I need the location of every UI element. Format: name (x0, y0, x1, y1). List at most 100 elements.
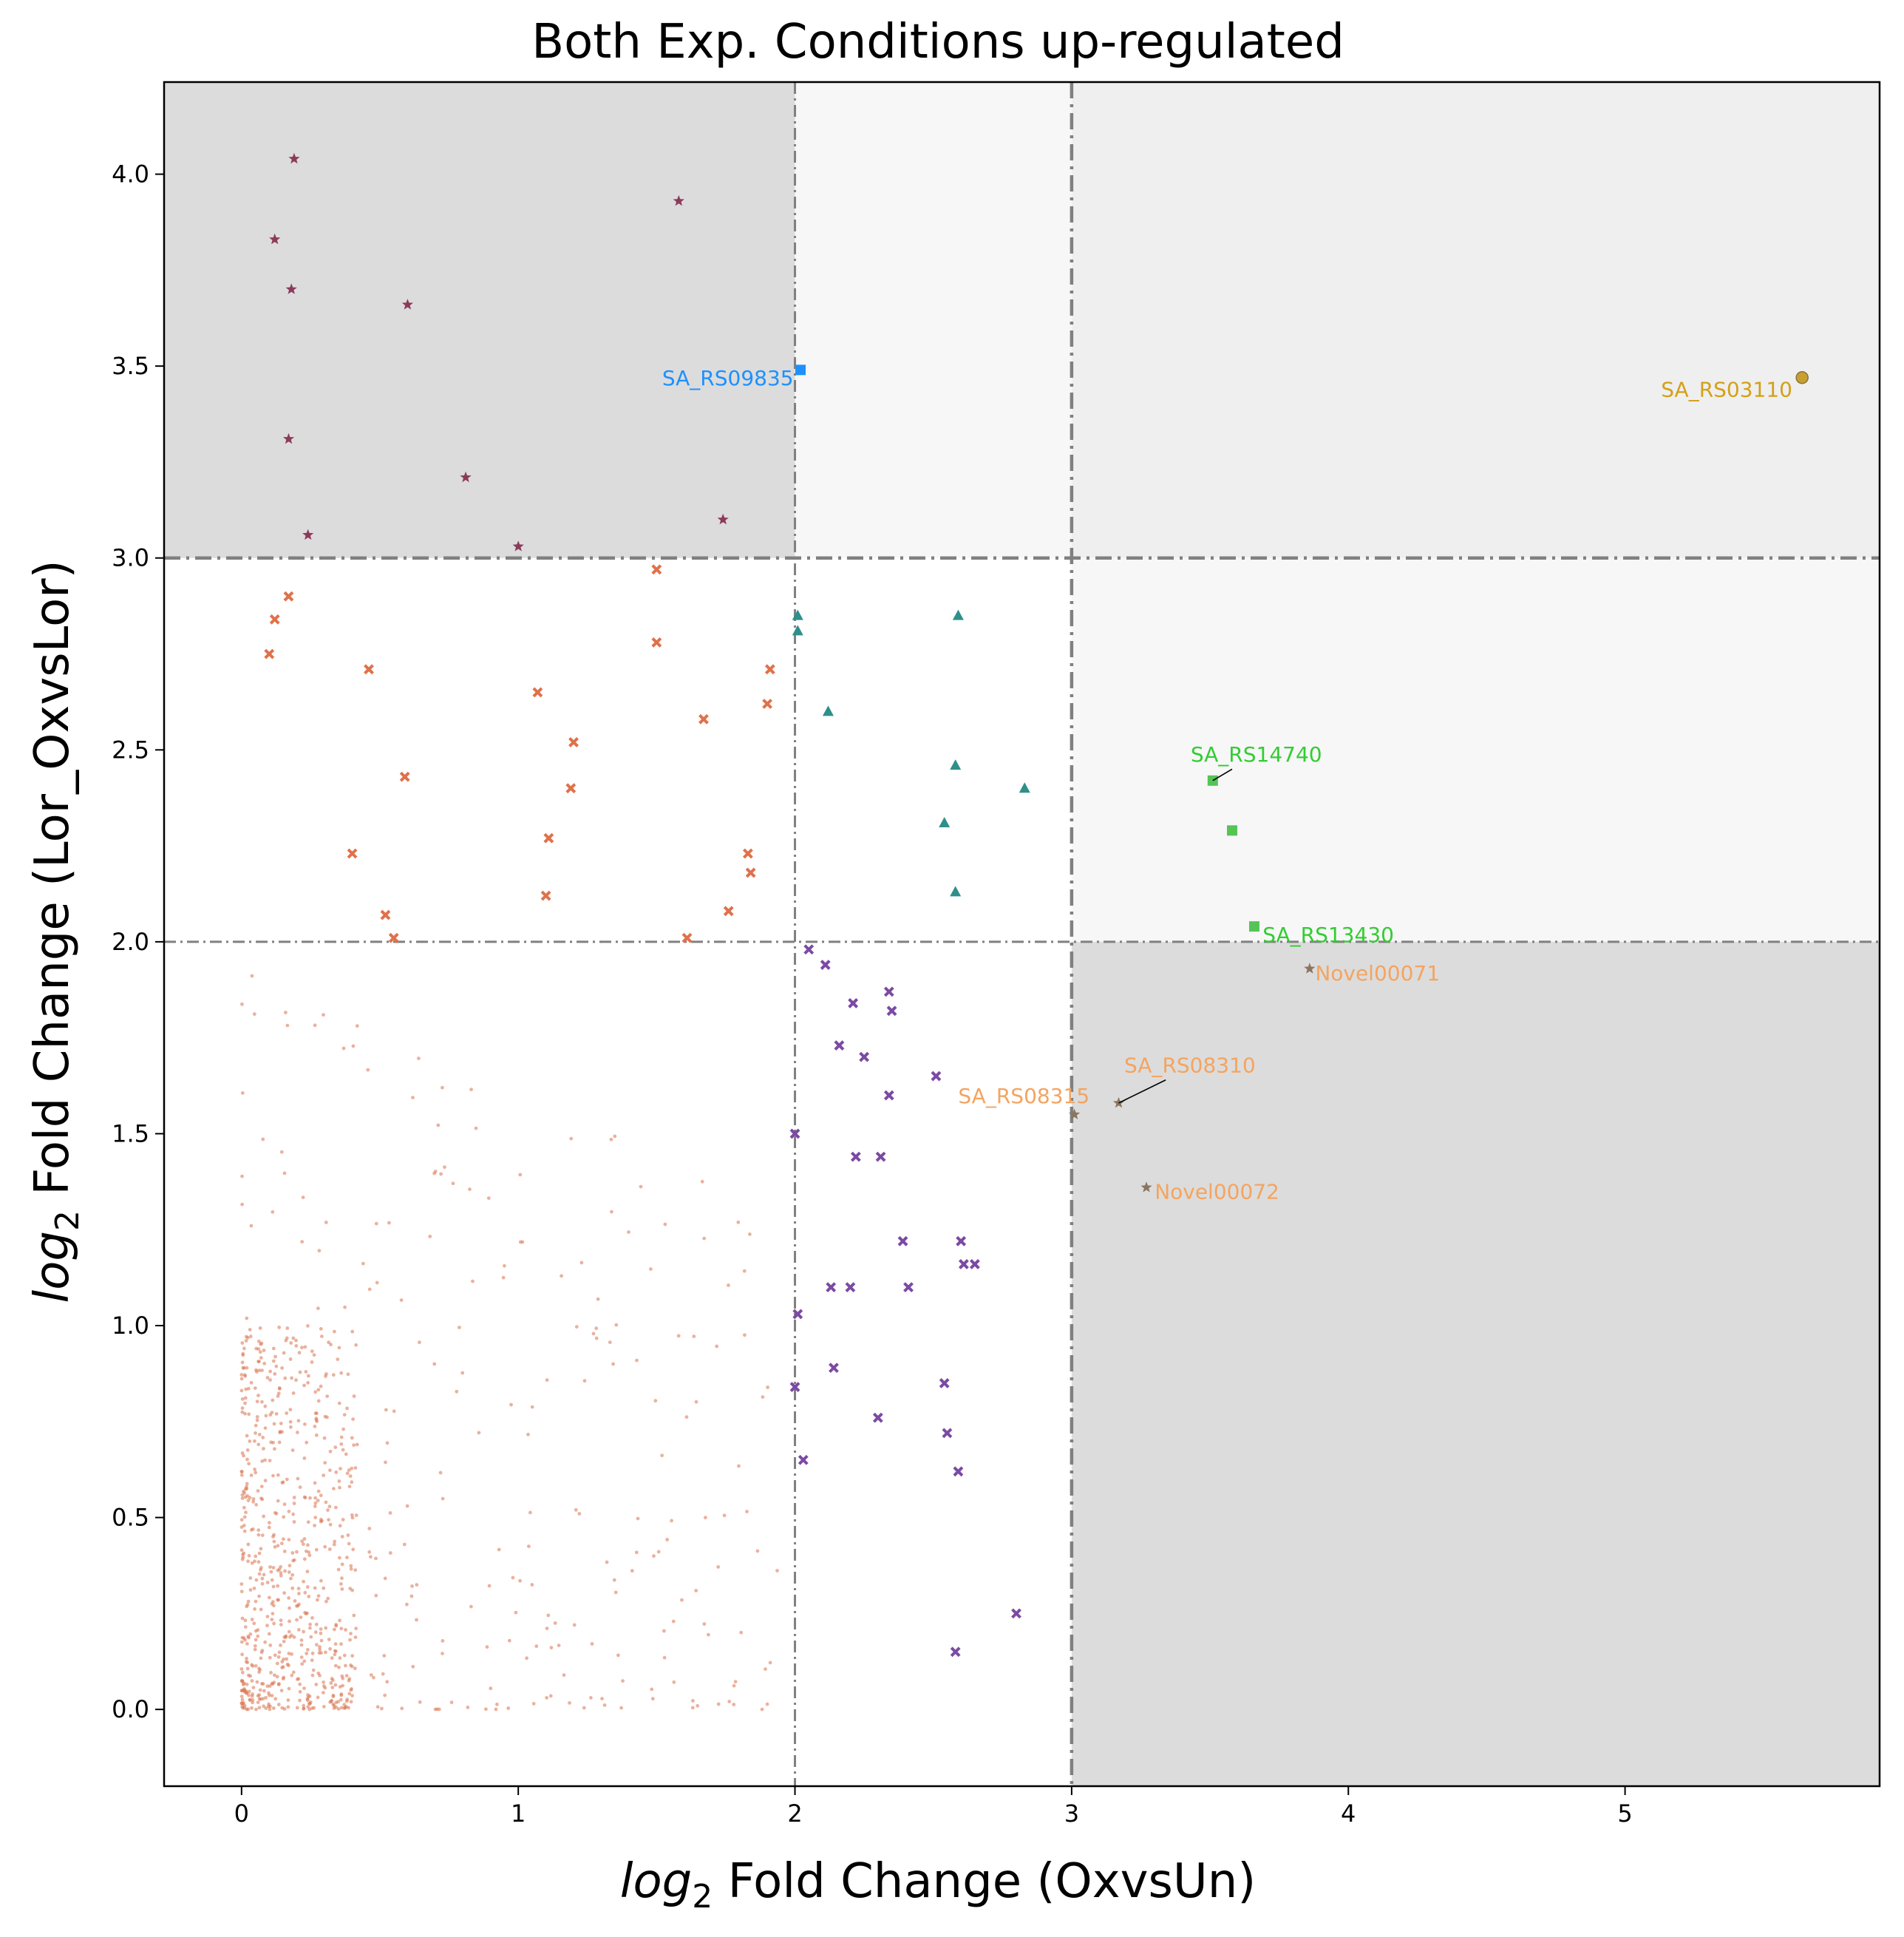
background-point (745, 1510, 749, 1513)
background-point (435, 1707, 439, 1712)
background-point (477, 1431, 481, 1435)
y-tick-label: 3.5 (112, 352, 149, 380)
background-point (609, 1137, 613, 1141)
background-point (285, 1336, 289, 1340)
background-point (263, 1458, 267, 1462)
background-point (287, 1686, 291, 1691)
background-point (254, 1707, 258, 1712)
background-point (441, 1085, 444, 1090)
background-point (518, 1240, 523, 1244)
background-point (374, 1593, 378, 1598)
background-point (353, 1666, 357, 1671)
background-point (527, 1544, 531, 1549)
x-axis-label-text: Fold Change (OxvsUn) (713, 1854, 1256, 1909)
background-point (367, 1550, 372, 1554)
background-point (347, 1485, 352, 1489)
background-point (265, 1684, 270, 1689)
data-point-x (532, 687, 543, 698)
background-point (313, 1505, 317, 1508)
background-point (322, 1705, 326, 1709)
point-annotation: SA_RS09835 (662, 366, 794, 390)
x-axis-label-subscript: 2 (692, 1878, 713, 1916)
background-point (253, 1386, 257, 1390)
background-point (291, 1558, 295, 1563)
background-point (240, 1397, 245, 1401)
background-point (247, 1386, 251, 1391)
background-point (254, 1599, 258, 1604)
background-point (332, 1487, 336, 1490)
background-point (619, 1706, 623, 1710)
chart-title: Both Exp. Conditions up-regulated (531, 15, 1344, 69)
background-point (263, 1404, 268, 1408)
background-point (300, 1539, 304, 1544)
background-point (259, 1356, 263, 1360)
background-point (261, 1436, 265, 1439)
background-point (385, 1680, 390, 1684)
background-point (285, 1411, 289, 1415)
background-point (690, 1706, 695, 1710)
data-point-triangle (939, 816, 951, 827)
x-marker-stroke (897, 1235, 908, 1246)
background-point (319, 1493, 323, 1498)
background-point (285, 1023, 290, 1028)
background-point (313, 1586, 317, 1590)
background-point (242, 1681, 246, 1686)
background-point (350, 1436, 354, 1440)
background-point (691, 1699, 695, 1703)
background-point (248, 1496, 252, 1500)
background-point (271, 1210, 275, 1214)
background-point (240, 1406, 245, 1410)
background-point (240, 1652, 244, 1657)
background-point (345, 1406, 349, 1411)
background-point (316, 1388, 321, 1392)
background-point (322, 1473, 326, 1477)
background-point (312, 1353, 316, 1357)
background-point (318, 1645, 322, 1649)
background-point (549, 1646, 554, 1650)
background-point (270, 1618, 274, 1622)
x-axis-label-log: log (620, 1854, 693, 1909)
background-point (281, 1677, 285, 1681)
background-point (241, 1553, 245, 1557)
y-tick-label: 4.0 (112, 160, 149, 189)
x-axis-ticks: 0 1 2 3 4 5 (234, 1786, 1633, 1828)
background-point (639, 1184, 643, 1189)
background-point (507, 1638, 511, 1643)
background-point (242, 1515, 247, 1519)
annotation-connectors (1118, 768, 1233, 1104)
background-point (347, 1692, 352, 1696)
background-point (351, 1044, 356, 1048)
background-point (755, 1549, 760, 1553)
data-point-x (681, 932, 693, 943)
background-point (287, 1652, 291, 1655)
background-point (240, 1202, 244, 1207)
background-point (349, 1564, 353, 1568)
x-marker-stroke (834, 1040, 845, 1051)
background-point (262, 1573, 266, 1577)
background-point (284, 1011, 288, 1014)
background-point (274, 1364, 279, 1368)
background-point (366, 1068, 370, 1072)
background-point (314, 1683, 319, 1686)
background-point (333, 1445, 338, 1449)
background-point (489, 1686, 493, 1691)
x-marker-stroke (845, 1282, 856, 1293)
x-marker-stroke (651, 564, 662, 575)
x-tick-label: 2 (787, 1799, 802, 1828)
background-point (271, 1600, 275, 1604)
background-point (280, 1660, 285, 1664)
background-point (243, 1411, 247, 1416)
background-point (277, 1386, 282, 1390)
background-point (303, 1496, 307, 1500)
x-marker-stroke (820, 960, 831, 970)
background-point (253, 1647, 257, 1652)
background-point (612, 1578, 616, 1582)
background-point (275, 1661, 279, 1666)
data-point-square (795, 364, 806, 376)
background-point (596, 1297, 600, 1301)
background-point (276, 1473, 280, 1477)
x-tick-label: 0 (234, 1799, 249, 1828)
background-point (743, 1333, 747, 1337)
background-point (239, 1473, 244, 1477)
background-point (548, 1694, 553, 1698)
